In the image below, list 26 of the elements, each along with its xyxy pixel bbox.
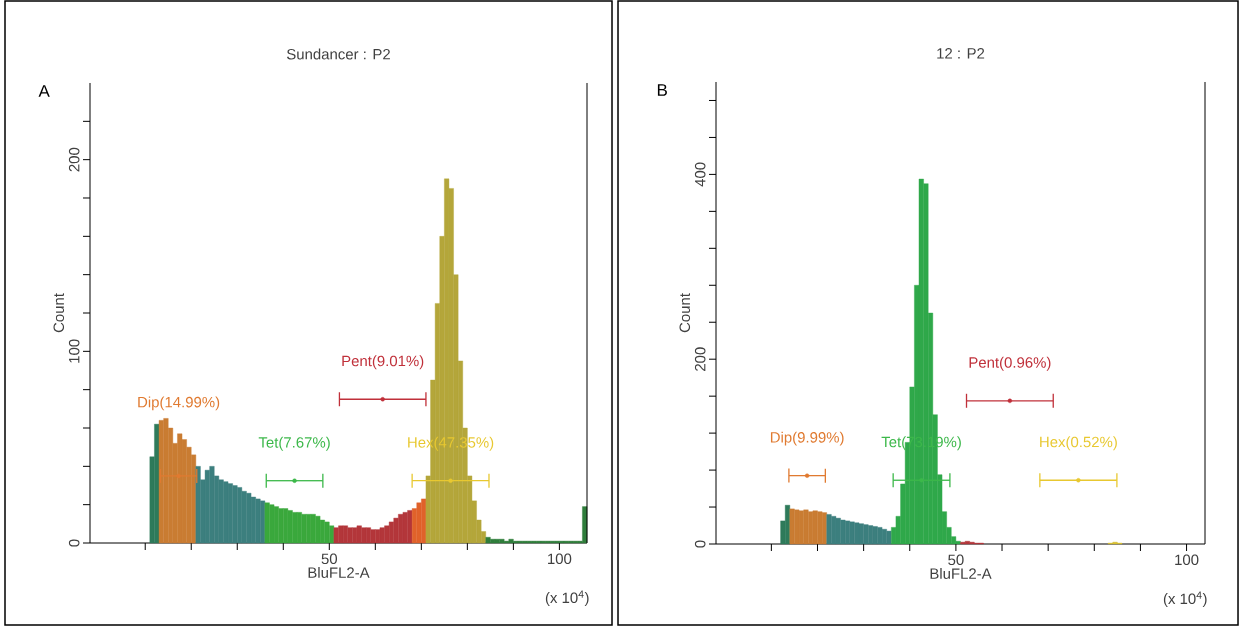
text: Pent(9.01%) [342,355,424,370]
chart-title: Sundancer : P2 [286,48,390,60]
y-tick-label: 0 [68,539,80,547]
text: Pent(0.96%) [969,356,1051,371]
text: Hex(0.52%) [1040,436,1117,451]
text: (x 10$^{4}$) [545,590,589,607]
x-tick-label: 100 [1175,554,1199,566]
x-tick-label: 50 [321,553,338,565]
y-tick-label: 100 [68,339,80,363]
y-tick-label: 0 [694,540,706,548]
x-tick-label: 50 [948,554,964,566]
x-axis-title: BluFL2-A [308,566,370,578]
text: (x 10$^{4}$) [1163,591,1207,608]
text: Dip(14.99%) [138,396,220,411]
y-tick-label: 200 [68,147,80,172]
y-tick-label: 400 [694,162,706,187]
text: B [657,84,667,96]
y-axis-title: Count [53,293,65,333]
x-tick-label: 100 [548,553,572,565]
y-tick-label: 200 [694,347,706,371]
y-axis-title: Count [679,293,691,333]
text: A [38,85,50,97]
x-axis-title: BluFL2-A [930,567,992,579]
chart-title: 12 : P2 [937,48,985,59]
text: Tet(7.67%) [258,436,330,451]
text: Dip(9.99%) [770,431,844,446]
